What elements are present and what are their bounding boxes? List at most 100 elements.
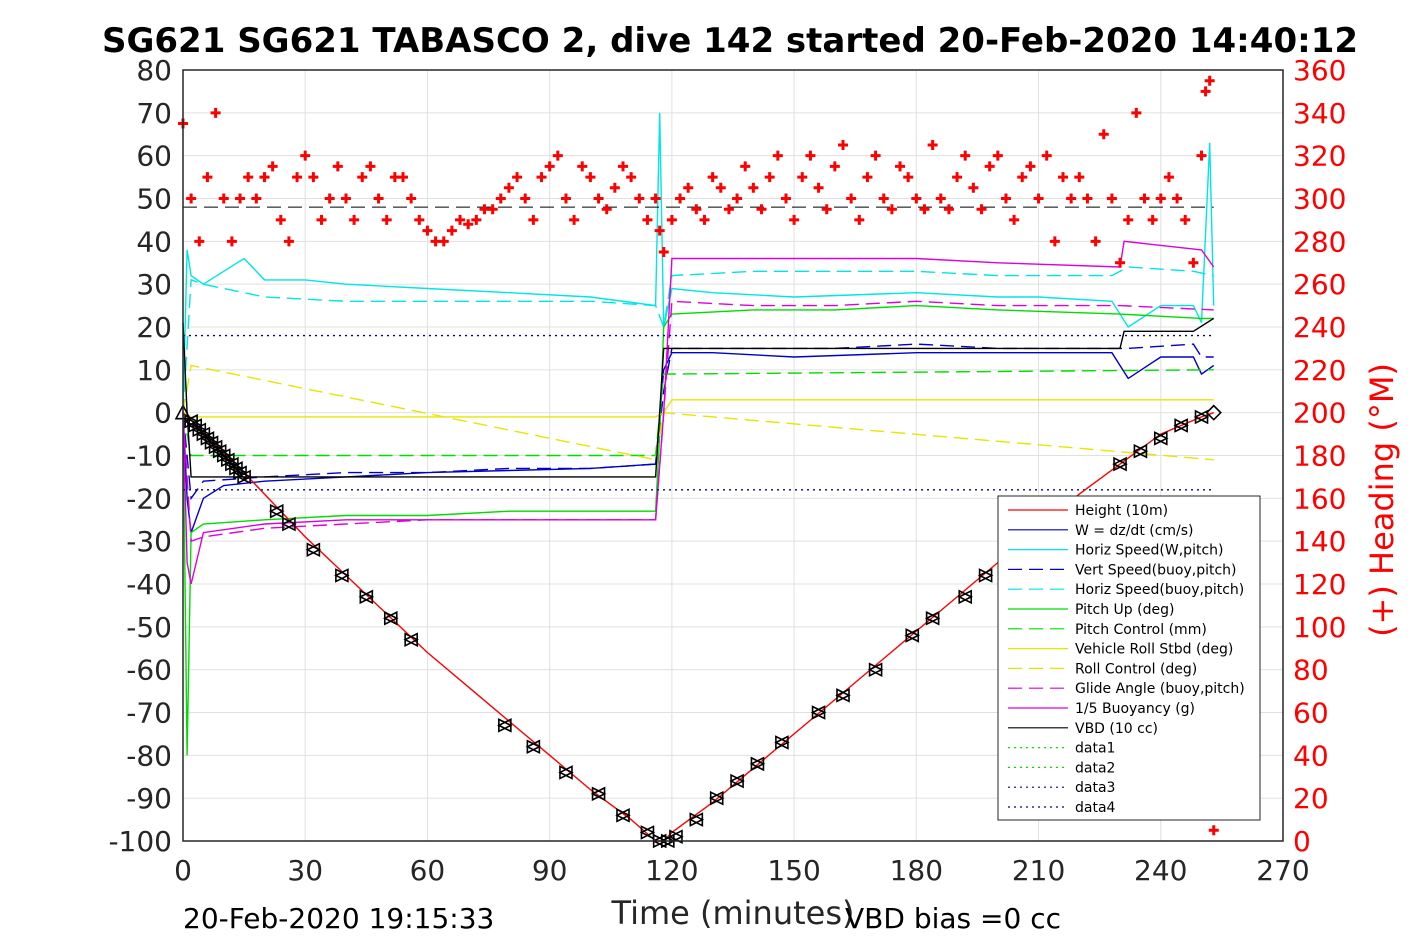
profile-marker xyxy=(334,568,350,583)
heading-point xyxy=(862,172,873,183)
profile-marker xyxy=(590,786,607,802)
heading-point xyxy=(821,204,832,215)
y2-tick-label: 60 xyxy=(1293,697,1329,730)
heading-point xyxy=(332,161,343,172)
heading-point xyxy=(634,193,645,204)
heading-point xyxy=(194,236,205,247)
heading-point xyxy=(895,161,906,172)
profile-marker xyxy=(924,610,941,626)
profile-marker xyxy=(904,628,921,643)
heading-point xyxy=(1058,172,1068,183)
profile-marker xyxy=(867,662,884,677)
series-line-7 xyxy=(182,399,1214,418)
profile-marker xyxy=(749,756,766,772)
heading-point xyxy=(976,204,987,215)
heading-point xyxy=(654,225,665,236)
y-tick-label: -50 xyxy=(126,611,172,644)
heading-point xyxy=(1017,172,1028,183)
x-tick-label: 270 xyxy=(1256,854,1309,887)
heading-point xyxy=(585,172,596,183)
heading-point xyxy=(210,107,221,118)
footer-timestamp: 20-Feb-2020 19:15:33 xyxy=(183,902,494,935)
profile-marker xyxy=(382,610,399,626)
heading-point xyxy=(927,139,938,150)
y2-tick-label: 260 xyxy=(1293,268,1346,301)
plot-frame xyxy=(182,69,1284,842)
heading-point xyxy=(243,172,254,183)
legend-label: Glide Angle (buoy,pitch) xyxy=(1075,681,1245,697)
heading-point xyxy=(675,193,686,204)
heading-point xyxy=(1090,236,1101,247)
y2-tick-label: 120 xyxy=(1293,568,1346,601)
heading-point xyxy=(756,204,767,215)
x-tick-label: 60 xyxy=(410,854,446,887)
heading-point xyxy=(487,204,498,215)
heading-point xyxy=(1196,150,1207,161)
heading-point xyxy=(292,172,303,183)
x-tick-label: 90 xyxy=(532,854,568,887)
heading-point xyxy=(324,193,335,204)
heading-point xyxy=(528,214,539,225)
heading-point xyxy=(854,214,865,225)
heading-point xyxy=(911,193,922,204)
legend-label: Vert Speed(buoy,pitch) xyxy=(1075,562,1237,578)
y-tick-label: -60 xyxy=(126,654,172,687)
heading-point xyxy=(846,193,857,204)
heading-point xyxy=(797,172,808,183)
legend-label: Roll Control (deg) xyxy=(1075,661,1197,677)
y2-tick-label: 220 xyxy=(1293,354,1346,387)
heading-point xyxy=(438,236,449,247)
y-tick-label: 60 xyxy=(136,140,172,173)
profile-marker xyxy=(1173,418,1189,433)
heading-point xyxy=(748,182,759,193)
heading-point xyxy=(1082,193,1093,204)
y-tick-label: -100 xyxy=(108,825,172,858)
y-tick-label: 80 xyxy=(136,54,172,87)
heading-point xyxy=(626,172,637,183)
heading-point xyxy=(1033,193,1044,204)
heading-point xyxy=(723,204,734,215)
profile-marker xyxy=(268,503,285,519)
heading-point xyxy=(609,182,620,193)
heading-point xyxy=(357,172,368,183)
y-tick-label: -70 xyxy=(126,697,172,730)
y-tick-label: 0 xyxy=(154,397,172,430)
legend-label: data1 xyxy=(1075,741,1115,757)
heading-point xyxy=(471,214,482,225)
y2-tick-label: 200 xyxy=(1293,397,1346,430)
y2-tick-label: 140 xyxy=(1293,525,1346,558)
x-tick-label: 150 xyxy=(767,854,820,887)
series-line-2 xyxy=(182,112,1215,413)
profile-marker xyxy=(688,812,705,827)
heading-point xyxy=(186,193,197,204)
y2-tick-label: 20 xyxy=(1293,782,1329,815)
y-tick-label: -40 xyxy=(126,568,172,601)
heading-point xyxy=(618,161,628,172)
legend-label: Horiz Speed(buoy,pitch) xyxy=(1075,582,1244,598)
x-tick-label: 240 xyxy=(1134,854,1187,887)
chart-title: SG621 SG621 TABASCO 2, dive 142 started … xyxy=(102,21,1358,61)
heading-point xyxy=(1163,172,1174,183)
heading-point xyxy=(1000,193,1011,204)
y2-tick-label: 100 xyxy=(1293,611,1346,644)
heading-point xyxy=(740,161,751,172)
heading-point xyxy=(870,150,881,161)
profile-marker xyxy=(668,829,684,845)
heading-point xyxy=(512,172,523,183)
heading-point xyxy=(455,214,466,225)
heading-point xyxy=(960,150,971,161)
y2-tick-label: 360 xyxy=(1293,54,1346,87)
heading-point xyxy=(707,172,718,183)
heading-point xyxy=(414,214,425,225)
heading-point xyxy=(577,161,588,172)
heading-point xyxy=(601,204,612,215)
heading-point xyxy=(1180,214,1191,225)
heading-point xyxy=(805,150,816,161)
heading-point xyxy=(838,139,848,150)
y2-tick-label: 300 xyxy=(1293,183,1346,216)
heading-point xyxy=(1106,193,1117,204)
heading-point xyxy=(463,219,474,230)
x-axis-label: Time (minutes) xyxy=(611,894,855,932)
y-tick-label: 40 xyxy=(136,225,172,258)
heading-point xyxy=(1147,214,1158,225)
